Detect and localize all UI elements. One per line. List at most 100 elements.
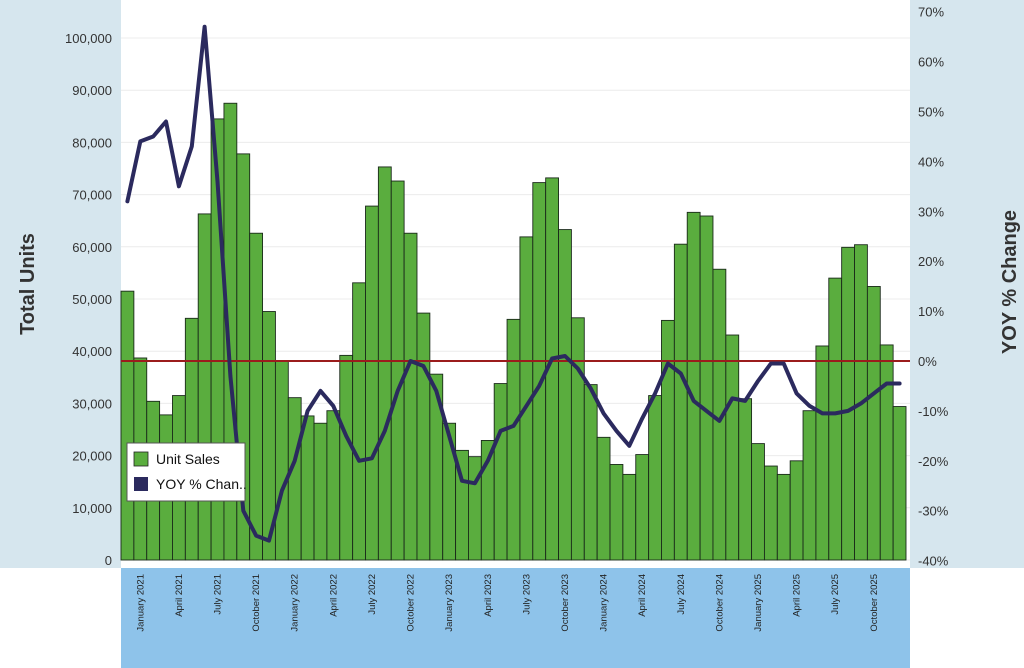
legend-label-yoy-change: YOY % Chan.. (156, 476, 247, 492)
bar-unit-sales (609, 464, 624, 561)
bar-unit-sales (120, 290, 135, 561)
bar-unit-sales (274, 360, 289, 561)
right-tick-label: 70% (918, 5, 944, 20)
bar-unit-sales (197, 213, 212, 561)
x-tick-label: January 2022 (290, 574, 301, 632)
bar-unit-sales (686, 211, 701, 561)
bar-unit-sales (622, 473, 637, 561)
bar-unit-sales (583, 384, 598, 561)
bar-unit-sales (841, 246, 855, 561)
bar-unit-sales (648, 395, 662, 561)
unit-sales-bars (120, 102, 907, 561)
x-tick-label: October 2025 (869, 574, 880, 632)
x-tick-label: October 2024 (714, 574, 725, 632)
right-axis-ticks: -40% -30% -20% -10% 0% 10% 20% 30% 40% 50% 60% 70% (918, 5, 949, 569)
right-axis-panel (910, 0, 1024, 568)
x-tick-label: January 2025 (753, 574, 764, 632)
bar-unit-sales (892, 406, 907, 561)
legend-swatch-unit-sales (133, 451, 149, 467)
x-axis-ticks: January 2021 April 2021 July 2021 October 2… (135, 574, 880, 632)
right-tick-label: -20% (918, 454, 949, 469)
left-tick-label: 100,000 (65, 31, 112, 46)
x-tick-label: January 2023 (444, 574, 455, 632)
bar-unit-sales (365, 205, 379, 561)
right-tick-label: 0% (918, 354, 937, 369)
left-tick-label: 60,000 (72, 240, 112, 255)
left-axis-title: Total Units (17, 233, 39, 335)
left-tick-label: 80,000 (72, 135, 112, 150)
bar-unit-sales (493, 383, 508, 561)
bar-unit-sales (300, 415, 315, 561)
x-axis-panel (121, 568, 910, 668)
bar-unit-sales (699, 215, 714, 561)
bar-unit-sales (339, 354, 354, 561)
bar-unit-sales (558, 229, 572, 561)
x-tick-label: January 2021 (135, 574, 146, 632)
bar-unit-sales (866, 286, 881, 561)
right-tick-label: -10% (918, 404, 949, 419)
legend-label-unit-sales: Unit Sales (156, 451, 220, 467)
right-tick-label: 60% (918, 55, 944, 70)
x-tick-label: April 2025 (792, 574, 803, 617)
legend: Unit Sales YOY % Chan.. (126, 442, 247, 502)
right-tick-label: -40% (918, 554, 949, 569)
bar-unit-sales (532, 182, 547, 561)
bar-unit-sales (879, 344, 894, 561)
left-tick-label: 50,000 (72, 292, 112, 307)
right-tick-label: 30% (918, 204, 944, 219)
bar-unit-sales (377, 166, 392, 561)
yoy-change-line (125, 24, 902, 543)
bar-unit-sales (661, 319, 675, 561)
bar-unit-sales (326, 410, 341, 561)
bar-unit-sales (570, 317, 585, 561)
left-tick-label: 90,000 (72, 83, 112, 98)
bar-unit-sales (352, 282, 366, 561)
x-tick-label: April 2024 (637, 574, 648, 617)
x-tick-label: October 2022 (406, 574, 417, 632)
left-axis-ticks: 0 10,000 20,000 30,000 40,000 50,000 60,000 70,… (65, 31, 112, 568)
legend-swatch-yoy-change (134, 477, 148, 491)
bar-unit-sales (403, 232, 418, 561)
bar-unit-sales (828, 277, 843, 561)
x-tick-label: July 2021 (213, 574, 224, 615)
left-tick-label: 10,000 (72, 501, 112, 516)
bar-unit-sales (751, 443, 765, 561)
bar-unit-sales (184, 317, 199, 561)
x-tick-label: October 2021 (251, 574, 262, 632)
right-tick-label: -30% (918, 504, 949, 519)
right-tick-label: 40% (918, 154, 944, 169)
x-tick-label: April 2021 (174, 574, 185, 617)
x-tick-label: January 2024 (599, 574, 610, 632)
bar-unit-sales (789, 460, 804, 561)
bar-unit-sales (673, 243, 688, 561)
left-tick-label: 0 (105, 553, 112, 568)
left-tick-label: 70,000 (72, 188, 112, 203)
right-tick-label: 10% (918, 304, 944, 319)
bar-unit-sales (802, 410, 817, 561)
x-tick-label: July 2024 (676, 574, 687, 615)
bar-unit-sales (763, 465, 778, 561)
bar-unit-sales (506, 318, 521, 561)
x-tick-label: October 2023 (560, 574, 571, 632)
bar-unit-sales (442, 422, 457, 561)
bar-unit-sales (313, 422, 328, 561)
x-tick-label: April 2022 (328, 574, 339, 617)
left-axis-panel (0, 0, 121, 568)
left-tick-label: 30,000 (72, 396, 112, 411)
left-tick-label: 20,000 (72, 449, 112, 464)
bar-unit-sales (738, 398, 753, 561)
right-tick-label: 50% (918, 105, 944, 120)
bar-unit-sales (416, 312, 431, 561)
right-tick-label: 20% (918, 254, 944, 269)
x-tick-label: July 2022 (367, 574, 378, 615)
x-tick-label: July 2023 (521, 574, 532, 615)
bar-unit-sales (635, 454, 650, 561)
x-tick-label: July 2025 (830, 574, 841, 615)
bar-unit-sales (815, 345, 830, 561)
bar-unit-sales (725, 334, 740, 561)
bar-unit-sales (287, 397, 302, 561)
bar-unit-sales (596, 436, 611, 561)
left-tick-label: 40,000 (72, 344, 112, 359)
x-tick-label: April 2023 (483, 574, 494, 617)
